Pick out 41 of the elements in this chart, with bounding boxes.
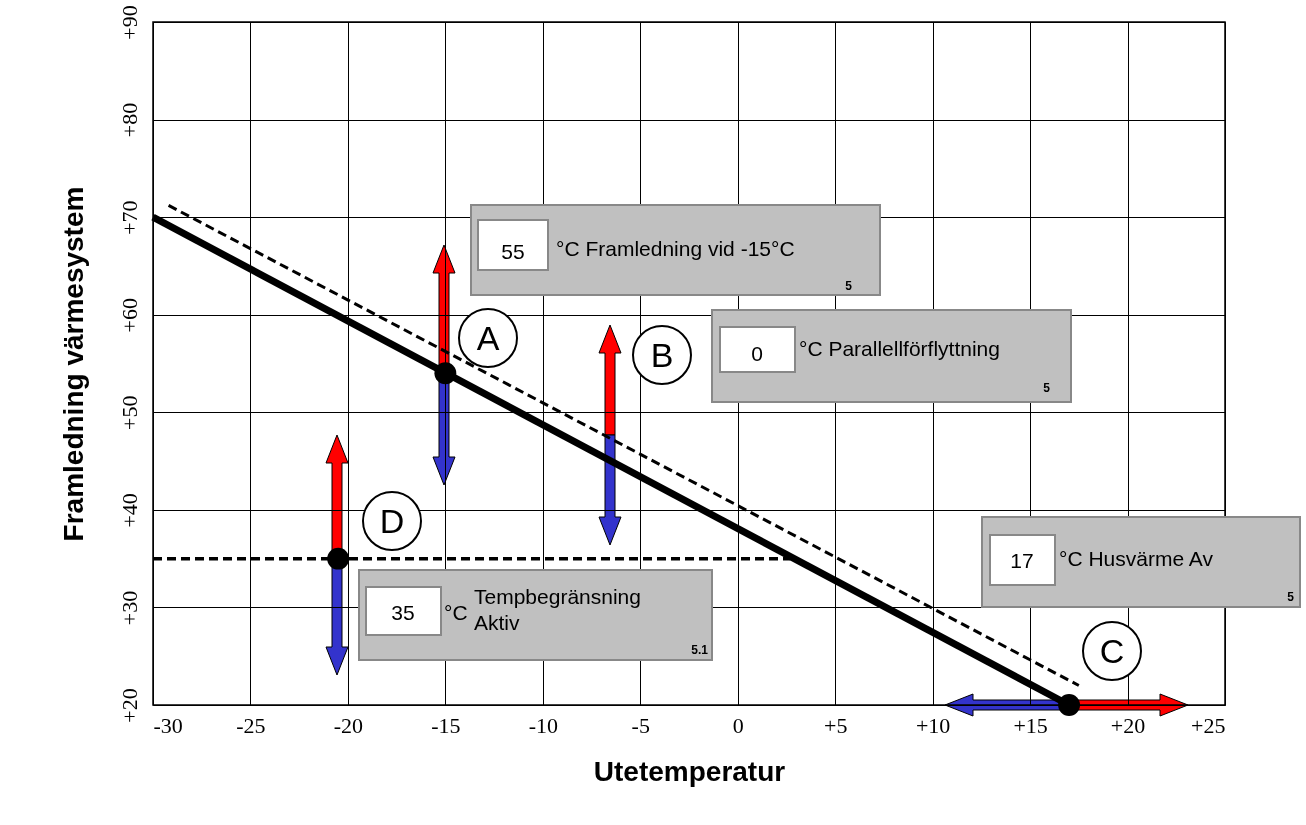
annotation: 5	[1043, 381, 1051, 395]
annotation: Tempbegränsning Aktiv	[474, 585, 641, 634]
x-tick-label: +10	[915, 712, 951, 738]
x-tick-label: -5	[631, 712, 650, 738]
x-tick-label: +20	[1110, 712, 1146, 738]
x-tick-label: -20	[333, 712, 364, 738]
annotation: °C Framledning vid -15°C	[556, 237, 795, 260]
annotation: °C	[444, 601, 468, 624]
x-axis-title: Utetemperatur	[593, 755, 786, 787]
annotation: 5	[845, 279, 853, 293]
annotation: °C Parallellförflyttning	[799, 337, 1000, 360]
x-tick-label: -15	[431, 712, 461, 738]
text: 5	[1287, 590, 1295, 604]
annotation: C	[1099, 632, 1125, 670]
annotation: A	[476, 319, 500, 357]
annotation: 35	[391, 601, 415, 624]
x-tick-label: -10	[528, 712, 558, 738]
point	[327, 547, 350, 570]
y-tick-label: +60	[116, 298, 142, 333]
x-tick-label: -30	[153, 712, 183, 738]
x-tick-label: 0	[732, 712, 744, 738]
y-axis-title: Framledning värmesystem	[57, 186, 89, 542]
y-tick-label: +30	[116, 590, 142, 626]
y-tick-label: +50	[116, 395, 142, 430]
x-tick-label: -25	[236, 712, 266, 738]
annotation: B	[650, 336, 674, 374]
annotation: 0	[751, 342, 763, 365]
annotation: D	[379, 502, 405, 540]
annotation: 5.1	[691, 643, 709, 657]
annotation: 55	[501, 240, 525, 263]
x-tick-label: +5	[823, 712, 848, 738]
point	[1058, 694, 1081, 716]
y-tick-label: +90	[116, 5, 142, 40]
x-tick-label: +25	[1191, 712, 1226, 738]
point	[434, 362, 457, 385]
annotation: °C Husvärme Av	[1059, 547, 1214, 570]
x-tick-label: +15	[1013, 712, 1048, 738]
annotation: 17	[1010, 549, 1034, 572]
y-tick-label: +80	[116, 102, 142, 138]
y-tick-label: +70	[116, 200, 142, 235]
y-tick-label: +40	[116, 493, 142, 528]
